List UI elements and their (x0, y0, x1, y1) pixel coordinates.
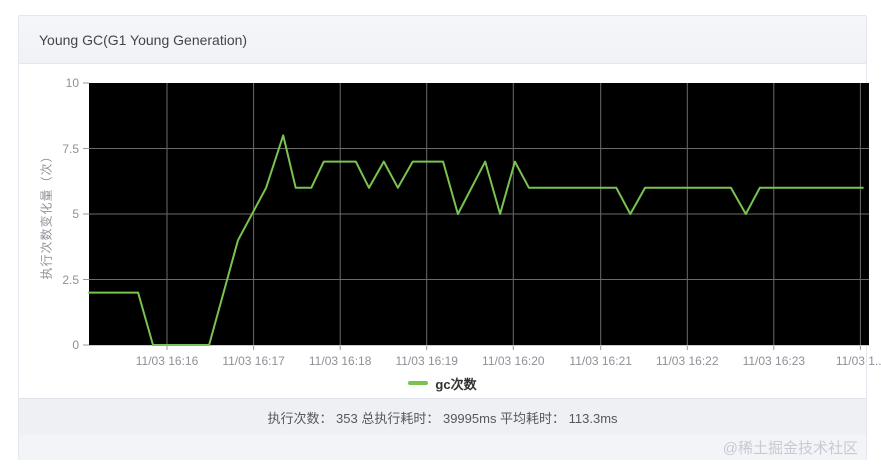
gc-chart-card: Young GC(G1 Young Generation) 执行次数变化量（次）… (18, 15, 881, 460)
line-chart-plot[interactable]: 执行次数变化量（次） 0 2.5 5 7.5 10 11/03 16:16 11/03 16… (40, 76, 881, 368)
x-axis-label: 11/03 16:19 (395, 354, 458, 368)
x-axis-label: 11/03 16:17 (222, 354, 285, 368)
y-axis-label: 0 (72, 338, 79, 352)
chart-legend[interactable]: gc次数 (19, 373, 866, 393)
x-axis-label: 11/03 16:21 (569, 354, 632, 368)
x-axis-label: 11/03 16:23 (742, 354, 806, 368)
x-axis-label: 11/03 16:18 (308, 354, 372, 368)
x-axis-label: 11/03 16:16 (135, 354, 199, 368)
y-axis-label: 7.5 (62, 141, 79, 156)
x-axis-label: 11/03 1... (835, 354, 881, 368)
card-header: Young GC(G1 Young Generation) (19, 16, 866, 64)
watermark-strip: @稀土掘金技术社区 (19, 435, 866, 460)
gc-count-line[interactable] (88, 134, 864, 346)
card-title: Young GC(G1 Young Generation) (39, 31, 248, 48)
stats-footer: 执行次数： 353 总执行耗时： 39995ms 平均耗时： 113.3ms (19, 398, 866, 435)
y-axis-label: 10 (65, 76, 79, 90)
y-axis-label: 2.5 (62, 272, 79, 287)
x-axis-label: 11/03 16:20 (482, 354, 545, 368)
y-axis-title: 执行次数变化量（次） (39, 148, 54, 280)
watermark-text: @稀土掘金技术社区 (722, 440, 858, 457)
legend-label: gc次数 (435, 376, 477, 392)
chart-canvas[interactable] (83, 82, 869, 350)
x-axis-label: 11/03 16:22 (655, 354, 719, 368)
chart-region: 执行次数变化量（次） 0 2.5 5 7.5 10 11/03 16:16 11/03 16… (19, 64, 881, 398)
y-axis-label: 5 (72, 207, 79, 221)
legend-line-marker-icon (408, 381, 429, 385)
y-axis-name-wrap: 执行次数变化量（次） (39, 83, 54, 345)
stats-text: 执行次数： 353 总执行耗时： 39995ms 平均耗时： 113.3ms (267, 410, 618, 426)
